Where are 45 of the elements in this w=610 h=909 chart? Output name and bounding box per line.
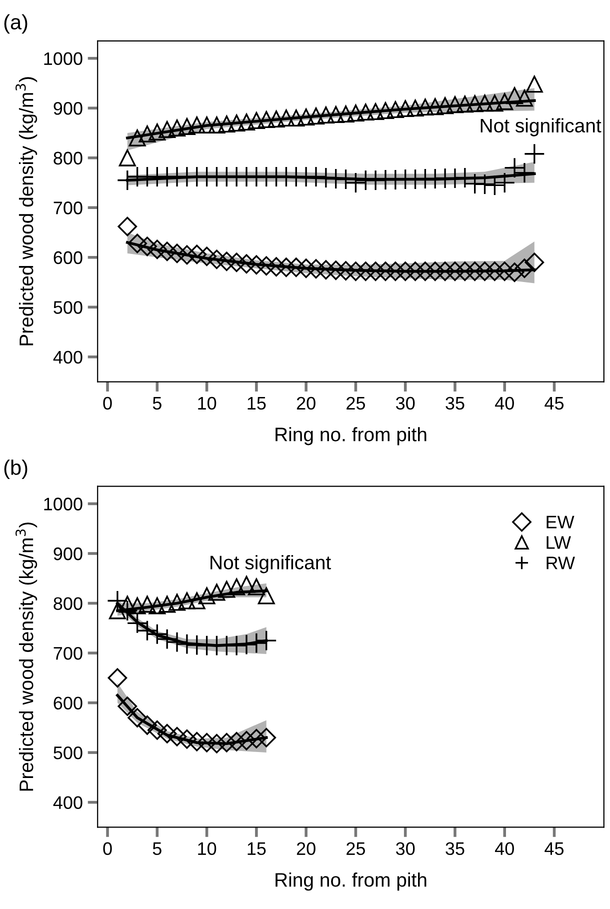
x-axis-title: Ring no. from pith [276, 427, 426, 446]
x-tick-label: 0 [103, 396, 112, 410]
x-tick-label: 45 [544, 842, 564, 856]
annotation: Not significant [210, 555, 331, 574]
x-tick-label: 0 [103, 842, 112, 856]
y-axis-title: Predicted wood density (kg/m$^{3}$) [16, 522, 38, 791]
x-tick-label: 30 [396, 842, 415, 856]
chart-title: (b) [4, 460, 28, 480]
x-tick-label: 5 [152, 842, 162, 856]
y-tick-label: 400 [53, 796, 82, 810]
y-tick-label: 500 [54, 746, 82, 760]
legend-label: EW [546, 516, 574, 528]
x-tick-label: 35 [446, 396, 464, 410]
x-tick-label: 10 [198, 396, 216, 410]
x-tick-label: 15 [248, 397, 266, 410]
x-axis-title: Ring no. from pith [276, 872, 426, 891]
annotation: Not significant [480, 118, 602, 136]
y-tick-label: 400 [53, 350, 82, 364]
x-tick-label: 25 [346, 396, 365, 410]
y-tick-label: 900 [54, 547, 82, 560]
y-tick-label: 600 [54, 251, 82, 264]
x-tick-label: 30 [396, 396, 415, 410]
y-tick-label: 1000 [44, 498, 82, 510]
x-tick-label: 10 [198, 842, 216, 856]
x-tick-label: 35 [446, 842, 464, 856]
x-tick-label: 45 [544, 397, 564, 410]
y-tick-label: 800 [54, 597, 82, 610]
x-tick-label: 20 [296, 842, 316, 856]
y-tick-label: 700 [54, 202, 82, 214]
x-tick-label: 5 [152, 397, 162, 410]
x-tick-label: 15 [248, 842, 266, 856]
y-tick-label: 600 [54, 696, 82, 710]
chart-title: (a) [4, 14, 28, 34]
y-tick-label: 800 [54, 152, 82, 165]
x-tick-label: 40 [495, 842, 514, 856]
y-tick-label: 700 [54, 646, 82, 660]
x-tick-label: 25 [346, 842, 365, 856]
x-tick-label: 40 [495, 396, 514, 410]
legend-label: LW [546, 536, 571, 549]
y-axis-title: Predicted wood density (kg/m$^{3}$) [16, 77, 38, 346]
y-tick-label: 900 [54, 102, 82, 115]
legend-label: RW [546, 556, 575, 570]
y-tick-label: 500 [54, 301, 82, 314]
x-tick-label: 20 [296, 396, 316, 410]
y-tick-label: 1000 [44, 52, 82, 66]
